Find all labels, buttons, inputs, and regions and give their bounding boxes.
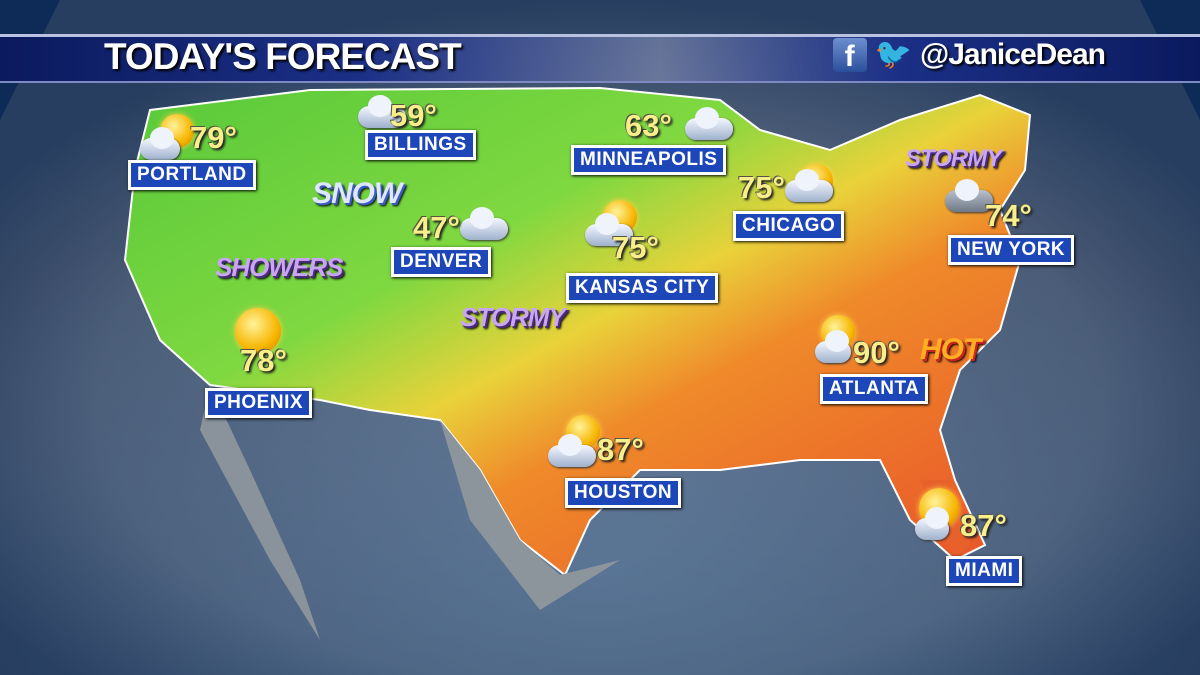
city-label-billings: BILLINGS [365, 130, 476, 160]
title-banner [0, 34, 1200, 83]
condition-showers: SHOWERS [215, 252, 343, 282]
temp-new-york: 74° [985, 198, 1032, 233]
condition-snow: SNOW [312, 177, 402, 210]
temp-kansas-city: 75° [612, 230, 659, 265]
city-label-minneapolis: MINNEAPOLIS [571, 145, 727, 175]
city-label-portland: PORTLAND [128, 160, 256, 190]
page-title: TODAY'S FORECAST [104, 36, 462, 77]
condition-stormy-plains: STORMY [460, 302, 566, 332]
city-label-new-york: NEW YORK [948, 235, 1075, 265]
condition-hot: HOT [920, 333, 981, 366]
temp-portland: 79° [190, 120, 237, 155]
city-label-denver: DENVER [391, 247, 492, 277]
social-links: f 🐦 @JaniceDean [832, 38, 1106, 73]
city-label-chicago: CHICAGO [733, 211, 845, 241]
temp-miami: 87° [960, 508, 1007, 543]
city-label-kansas-city: KANSAS CITY [566, 273, 719, 303]
temp-phoenix: 78° [240, 343, 287, 378]
temp-minneapolis: 63° [625, 108, 672, 143]
city-label-miami: MIAMI [946, 556, 1023, 586]
social-handle: @JaniceDean [919, 38, 1106, 71]
facebook-icon[interactable]: f [832, 38, 867, 73]
temp-billings: 59° [390, 98, 437, 133]
twitter-icon[interactable]: 🐦 [874, 38, 912, 71]
condition-stormy-northeast: STORMY [905, 145, 1002, 172]
baja-peninsula [200, 385, 320, 640]
temp-houston: 87° [597, 432, 644, 467]
city-label-phoenix: PHOENIX [205, 388, 313, 418]
temp-denver: 47° [413, 210, 460, 245]
mexico [440, 420, 620, 610]
temp-chicago: 75° [738, 170, 785, 205]
city-label-atlanta: ATLANTA [820, 374, 929, 404]
temp-atlanta: 90° [853, 335, 900, 370]
city-label-houston: HOUSTON [565, 478, 682, 508]
